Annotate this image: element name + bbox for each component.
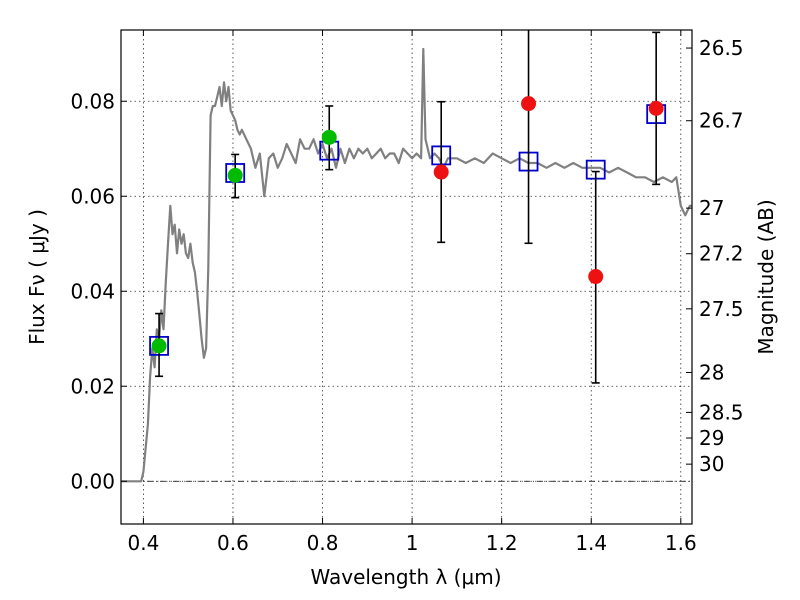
magnitude-tick-label: 27.2 — [699, 242, 744, 266]
x-tick-label: 0.6 — [217, 531, 249, 555]
magnitude-tick-label: 29 — [699, 426, 724, 450]
magnitude-tick-label: 30 — [699, 452, 724, 476]
magnitude-tick-label: 27 — [699, 196, 724, 220]
model-spectrum-line — [121, 47, 692, 483]
observed-flux-point — [588, 269, 604, 285]
y-axis-label: Flux Fν ( μJy ) — [25, 209, 49, 345]
observed-flux-point — [648, 100, 664, 116]
y-tick-label: 0.02 — [70, 374, 115, 398]
axis-ticks: 0.4 0.6 0.8 1 1.2 1.4 1.6 0.00 0.02 0.04 0.06 0.08 2… — [70, 30, 744, 555]
y-tick-label: 0.00 — [70, 469, 115, 493]
magnitude-tick-label: 27.5 — [699, 297, 744, 321]
magnitude-tick-label: 28.5 — [699, 400, 744, 424]
x-axis-label: Wavelength λ (μm) — [310, 565, 501, 589]
x-tick-label: 1 — [406, 531, 419, 555]
observed-flux-point — [151, 338, 167, 354]
y-tick-label: 0.06 — [70, 184, 115, 208]
observed-flux-point — [521, 96, 537, 112]
y-tick-label: 0.04 — [70, 279, 115, 303]
x-tick-label: 1.2 — [486, 531, 518, 555]
observed-flux-point — [227, 167, 243, 183]
observed-flux-point — [321, 129, 337, 145]
magnitude-tick-label: 26.5 — [699, 36, 744, 60]
magnitude-tick-label: 28 — [699, 360, 724, 384]
y-tick-label: 0.08 — [70, 89, 115, 113]
plot-series — [121, 30, 692, 483]
x-tick-label: 0.8 — [307, 531, 339, 555]
x-tick-label: 0.4 — [127, 531, 159, 555]
x-tick-label: 1.4 — [575, 531, 607, 555]
x-tick-label: 1.6 — [665, 531, 697, 555]
magnitude-tick-label: 26.7 — [699, 109, 744, 133]
plot-frame — [120, 29, 693, 525]
observed-flux-point — [433, 164, 449, 180]
y-axis-right-label: Magnitude (AB) — [754, 199, 778, 354]
